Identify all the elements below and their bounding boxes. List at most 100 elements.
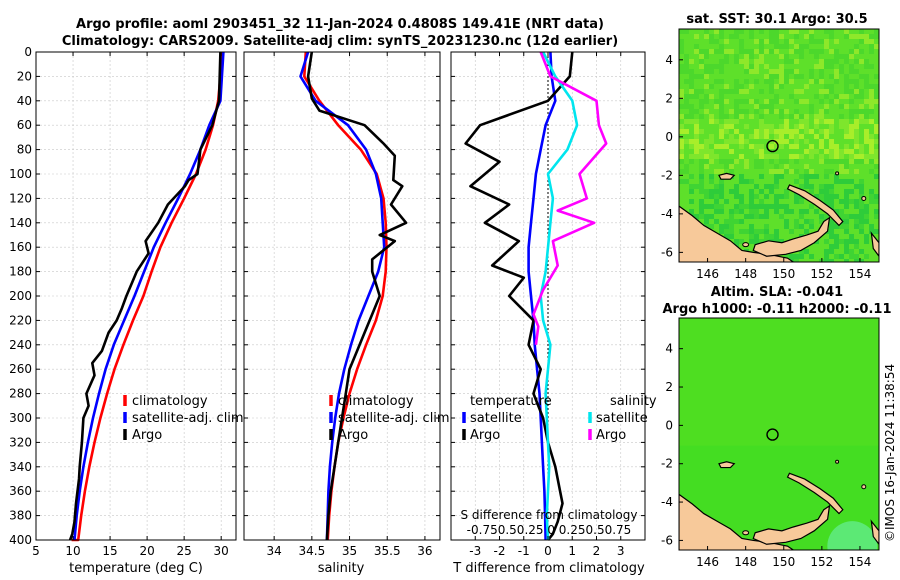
sst-cell	[834, 149, 839, 154]
sst-cell	[854, 44, 859, 49]
sst-cell	[689, 119, 694, 124]
sst-cell	[749, 69, 754, 74]
sst-cell	[759, 124, 764, 129]
sst-cell	[724, 224, 729, 229]
sst-cell	[699, 49, 704, 54]
sst-cell	[724, 114, 729, 119]
sst-cell	[734, 184, 739, 189]
map-y-tick-label: -4	[661, 207, 673, 221]
sst-cell	[694, 89, 699, 94]
land-bougainville	[870, 231, 879, 258]
sst-cell	[764, 109, 769, 114]
sst-cell	[874, 174, 879, 179]
sst-cell	[679, 139, 684, 144]
sst-cell	[874, 44, 879, 49]
sst-cell	[849, 49, 854, 54]
y-tick-label: 260	[9, 362, 32, 376]
sst-cell	[784, 139, 789, 144]
sst-cell	[814, 174, 819, 179]
sst-cell	[724, 219, 729, 224]
sst-cell	[754, 49, 759, 54]
sst-cell	[864, 254, 869, 259]
sst-cell	[844, 104, 849, 109]
sst-cell	[694, 129, 699, 134]
sst-cell	[799, 49, 804, 54]
sst-cell	[739, 134, 744, 139]
sst-cell	[744, 59, 749, 64]
sst-cell	[769, 159, 774, 164]
sst-cell	[829, 199, 834, 204]
sst-cell	[739, 89, 744, 94]
y-tick-label: 220	[9, 313, 32, 327]
sst-cell	[804, 169, 809, 174]
sst-cell	[729, 224, 734, 229]
sst-cell	[864, 214, 869, 219]
sst-cell	[804, 179, 809, 184]
sst-cell	[829, 124, 834, 129]
sst-cell	[794, 44, 799, 49]
sst-cell	[714, 194, 719, 199]
sst-cell	[874, 34, 879, 39]
sst-cell	[794, 134, 799, 139]
sst-cell	[694, 149, 699, 154]
sst-cell	[854, 254, 859, 259]
sst-cell	[709, 224, 714, 229]
sst-cell	[834, 244, 839, 249]
sst-cell	[764, 229, 769, 234]
sst-cell	[834, 179, 839, 184]
diff-xlabel: T difference from climatology	[452, 561, 645, 576]
sst-cell	[809, 109, 814, 114]
sst-cell	[854, 134, 859, 139]
sst-cell	[684, 29, 689, 34]
sst-cell	[774, 179, 779, 184]
sst-cell	[744, 64, 749, 69]
sst-cell	[839, 214, 844, 219]
y-tick-label: 380	[9, 509, 32, 523]
sst-cell	[779, 124, 784, 129]
sst-cell	[819, 214, 824, 219]
sst-cell	[869, 139, 874, 144]
sst-cell	[694, 154, 699, 159]
x-tick-label: 34.5	[298, 544, 325, 558]
sst-cell	[699, 199, 704, 204]
y-tick-label: 240	[9, 338, 32, 352]
sst-cell	[684, 54, 689, 59]
sst-cell	[829, 149, 834, 154]
sla-map-title-1: Altim. SLA: -0.041	[711, 285, 843, 300]
sst-cell	[819, 129, 824, 134]
sst-cell	[809, 144, 814, 149]
diff-legend-salinity-title: salinity	[610, 394, 657, 409]
sst-cell	[789, 254, 794, 259]
sst-cell	[749, 229, 754, 234]
sst-cell	[824, 29, 829, 34]
sst-cell	[699, 204, 704, 209]
sst-cell	[754, 164, 759, 169]
sst-cell	[869, 119, 874, 124]
sst-cell	[764, 99, 769, 104]
sst-cell	[739, 179, 744, 184]
sst-cell	[744, 54, 749, 59]
sst-cell	[794, 224, 799, 229]
title-line2: Climatology: CARS2009. Satellite-adj cli…	[62, 34, 618, 49]
sst-cell	[734, 29, 739, 34]
sst-cell	[794, 114, 799, 119]
land-manus	[718, 172, 736, 180]
sst-cell	[849, 129, 854, 134]
sst-cell	[764, 74, 769, 79]
y-tick-label: 200	[9, 289, 32, 303]
sst-cell	[839, 94, 844, 99]
sst-cell	[784, 204, 789, 209]
sst-cell	[694, 34, 699, 39]
sst-cell	[714, 204, 719, 209]
sst-cell	[824, 249, 829, 254]
sst-cell	[844, 54, 849, 59]
sst-cell	[849, 124, 854, 129]
sst-cell	[869, 89, 874, 94]
sst-cell	[704, 69, 709, 74]
sst-cell	[859, 104, 864, 109]
map-x-tick-label: 150	[772, 555, 795, 569]
sst-cell	[779, 134, 784, 139]
sst-cell	[804, 124, 809, 129]
sst-cell	[799, 224, 804, 229]
sst-cell	[854, 159, 859, 164]
